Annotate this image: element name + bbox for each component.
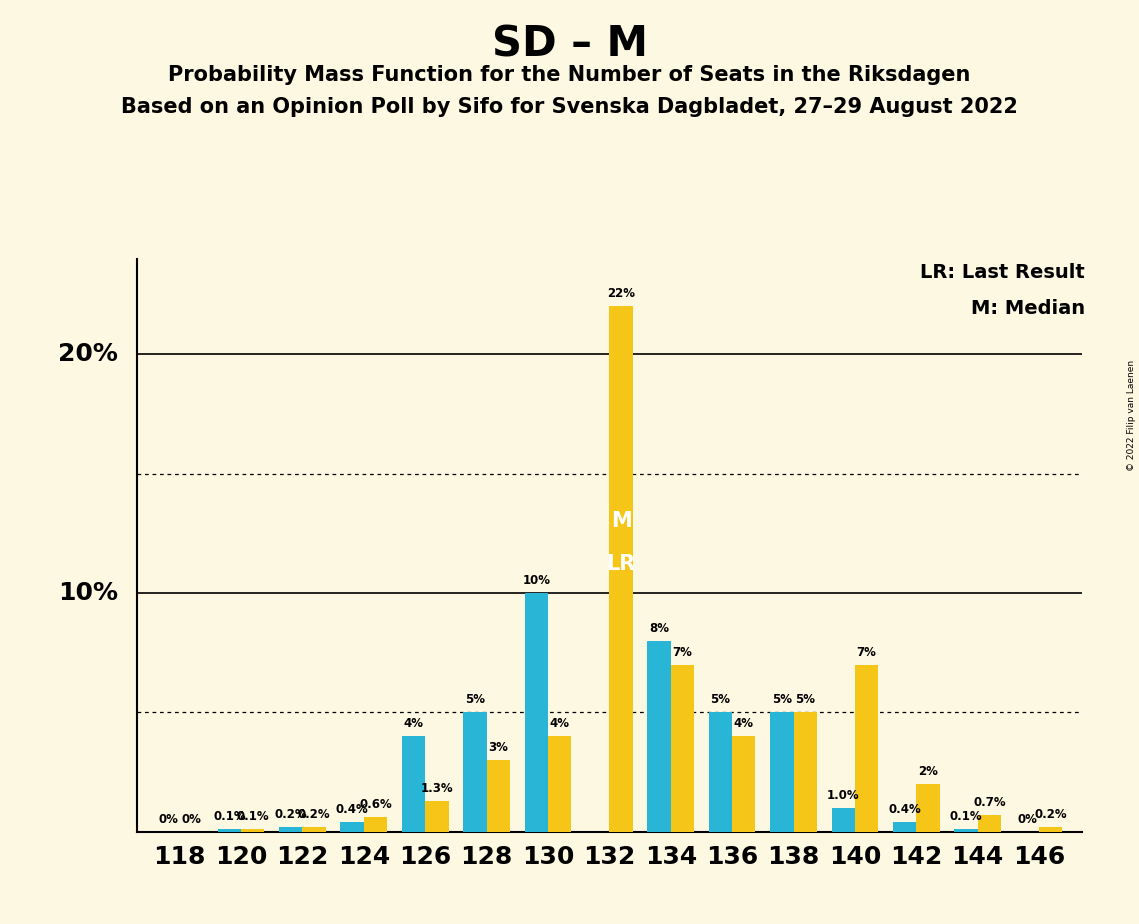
Bar: [464, 712, 486, 832]
Text: M: M: [611, 511, 631, 531]
Bar: [486, 760, 510, 832]
Bar: [363, 817, 387, 832]
Text: LR: Last Result: LR: Last Result: [920, 263, 1085, 283]
Text: 0.2%: 0.2%: [274, 808, 308, 821]
Text: 4%: 4%: [403, 717, 424, 730]
Bar: [425, 800, 449, 832]
Text: 0%: 0%: [1017, 812, 1038, 826]
Text: 1.0%: 1.0%: [827, 789, 860, 802]
Bar: [1039, 827, 1063, 832]
Bar: [916, 784, 940, 832]
Text: 8%: 8%: [649, 622, 669, 635]
Bar: [954, 829, 977, 832]
Bar: [893, 822, 916, 832]
Text: 7%: 7%: [857, 646, 877, 659]
Text: 0.7%: 0.7%: [973, 796, 1006, 808]
Bar: [241, 829, 264, 832]
Text: 0.1%: 0.1%: [237, 810, 269, 823]
Text: 5%: 5%: [772, 693, 792, 706]
Text: 0.1%: 0.1%: [950, 810, 982, 823]
Text: 3%: 3%: [489, 741, 508, 754]
Text: LR: LR: [606, 554, 636, 574]
Bar: [402, 736, 425, 832]
Bar: [855, 664, 878, 832]
Bar: [303, 827, 326, 832]
Text: 5%: 5%: [795, 693, 816, 706]
Text: 0.4%: 0.4%: [336, 803, 369, 816]
Text: © 2022 Filip van Laenen: © 2022 Filip van Laenen: [1126, 360, 1136, 471]
Bar: [794, 712, 817, 832]
Text: 10%: 10%: [523, 574, 550, 587]
Text: 0.2%: 0.2%: [1034, 808, 1067, 821]
Bar: [341, 822, 363, 832]
Bar: [218, 829, 241, 832]
Text: Probability Mass Function for the Number of Seats in the Riksdagen: Probability Mass Function for the Number…: [169, 65, 970, 85]
Text: 22%: 22%: [607, 287, 636, 300]
Bar: [977, 815, 1001, 832]
Text: 2%: 2%: [918, 765, 937, 778]
Text: 1.3%: 1.3%: [420, 782, 453, 795]
Text: Based on an Opinion Poll by Sifo for Svenska Dagbladet, 27–29 August 2022: Based on an Opinion Poll by Sifo for Sve…: [121, 97, 1018, 117]
Bar: [831, 808, 855, 832]
Text: 0%: 0%: [181, 812, 202, 826]
Bar: [609, 307, 632, 832]
Text: 0.2%: 0.2%: [297, 808, 330, 821]
Bar: [671, 664, 694, 832]
Bar: [732, 736, 755, 832]
Text: 4%: 4%: [734, 717, 754, 730]
Bar: [525, 593, 548, 832]
Text: 10%: 10%: [58, 581, 117, 605]
Text: 0.4%: 0.4%: [888, 803, 921, 816]
Bar: [548, 736, 572, 832]
Bar: [647, 640, 671, 832]
Text: SD – M: SD – M: [492, 23, 647, 65]
Text: 5%: 5%: [465, 693, 485, 706]
Bar: [770, 712, 794, 832]
Text: 0.1%: 0.1%: [213, 810, 246, 823]
Text: 0.6%: 0.6%: [359, 798, 392, 811]
Bar: [279, 827, 303, 832]
Text: 7%: 7%: [672, 646, 693, 659]
Text: 20%: 20%: [58, 342, 117, 366]
Text: M: Median: M: Median: [970, 299, 1085, 318]
Text: 0%: 0%: [158, 812, 178, 826]
Text: 4%: 4%: [550, 717, 570, 730]
Text: 5%: 5%: [711, 693, 730, 706]
Bar: [708, 712, 732, 832]
